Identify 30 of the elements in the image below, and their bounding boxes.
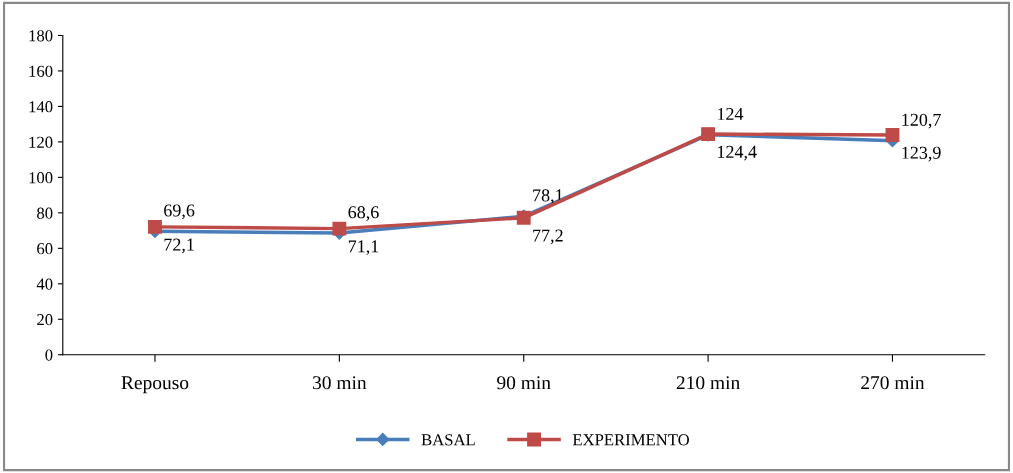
data-label: 123,9 — [902, 146, 941, 162]
y-tick-label: 60 — [37, 243, 53, 255]
data-label: 124,4 — [718, 145, 757, 161]
x-tick-label: Repouso — [121, 376, 189, 394]
data-label: 71,1 — [348, 240, 379, 256]
data-label: 72,1 — [164, 238, 194, 254]
x-tick-label: 30 min — [313, 376, 367, 390]
data-label: 77,2 — [533, 229, 563, 245]
x-tick-label: 90 min — [497, 376, 551, 390]
point — [148, 219, 162, 234]
data-label: 124 — [718, 107, 744, 120]
data-label: 69,6 — [164, 204, 195, 220]
y-tick-label: 180 — [29, 30, 53, 42]
x-tick-label: 210 min — [676, 376, 740, 390]
y-tick-label: 160 — [29, 65, 53, 77]
data-label: 120,7 — [902, 113, 941, 129]
y-tick-label: 140 — [29, 101, 53, 113]
data-label: 78,1 — [533, 189, 563, 205]
point — [885, 128, 900, 142]
point — [332, 221, 347, 236]
y-tick-label: 120 — [29, 136, 53, 148]
y-tick-label: 40 — [36, 278, 53, 290]
y-tick-label: 20 — [37, 313, 53, 326]
data-label: 68,6 — [348, 206, 379, 221]
legend-label: EXPERIMENTO — [572, 434, 689, 446]
x-tick-label: 270 min — [861, 376, 925, 390]
legend-label: BASAL — [421, 434, 475, 446]
y-tick-label: 80 — [37, 207, 53, 219]
y-tick-label: 0 — [45, 349, 53, 361]
y-tick-label: 100 — [29, 172, 53, 184]
